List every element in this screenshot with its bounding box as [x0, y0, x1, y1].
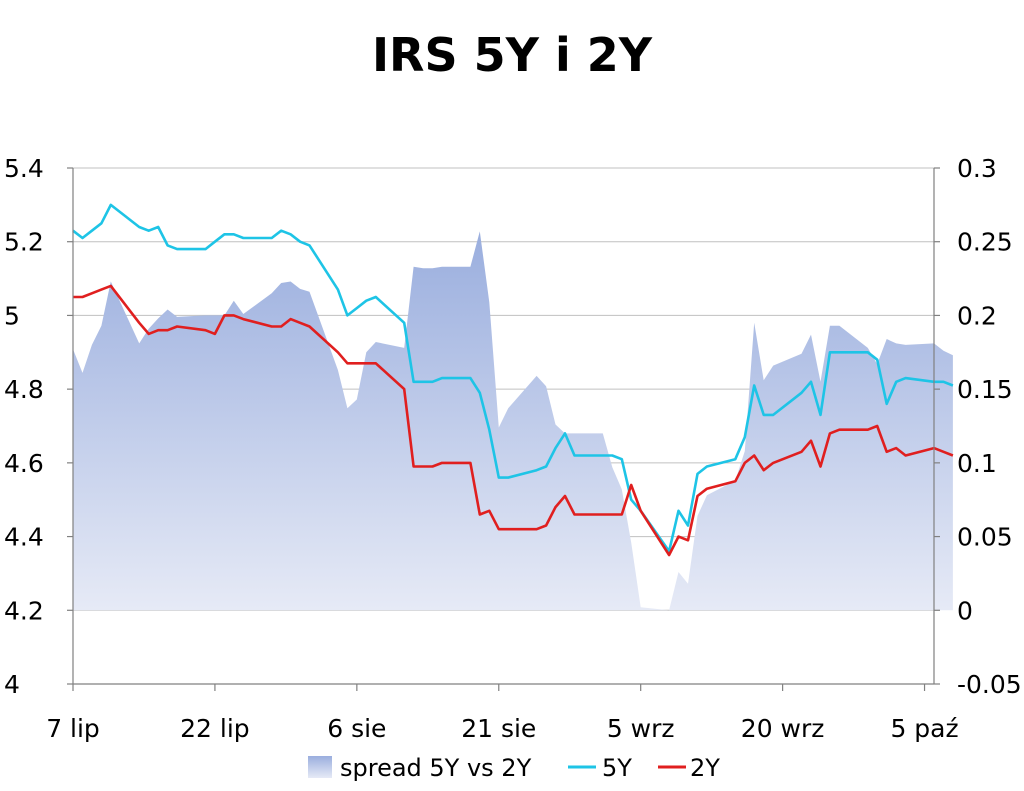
spread-area-layer [73, 231, 953, 611]
x-tick-label: 20 wrz [741, 714, 825, 743]
chart-title: IRS 5Y i 2Y [371, 28, 653, 82]
axes [67, 167, 940, 691]
y-left-tick-label: 4.8 [4, 375, 44, 404]
x-tick-label: 6 sie [327, 714, 386, 743]
x-tick-label: 7 lip [46, 714, 100, 743]
line-layer [72, 203, 954, 557]
y-right-tick-label: 0.25 [957, 228, 1013, 257]
y-right-tick-label: 0.1 [957, 449, 997, 478]
y-right-tick-label: 0.05 [957, 523, 1013, 552]
y-left-tick-label: 5.2 [4, 228, 44, 257]
y-left-tick-label: 4.6 [4, 449, 44, 478]
y-right-tick-label: -0.05 [957, 670, 1022, 699]
y-left-tick-label: 4.2 [4, 596, 44, 625]
series-line-2y [73, 284, 954, 557]
y-right-tick-label: 0 [957, 596, 973, 625]
y-left-tick-label: 5.4 [4, 154, 44, 183]
series-area-spread [73, 231, 953, 611]
x-tick-label: 5 paź [890, 714, 958, 743]
y-right-tick-label: 0.3 [957, 154, 997, 183]
y-left-tick-label: 4.4 [4, 523, 44, 552]
legend-label: 5Y [602, 754, 632, 782]
legend-label: 2Y [690, 754, 720, 782]
legend-label: spread 5Y vs 2Y [340, 754, 532, 782]
y-right-tick-label: 0.2 [957, 301, 997, 330]
x-tick-label: 21 sie [461, 714, 536, 743]
y-right-tick-label: 0.15 [957, 375, 1013, 404]
x-tick-label: 22 lip [180, 714, 250, 743]
series-line-5y [72, 203, 954, 553]
tick-labels: 4 4.2 4.4 4.6 4.8 5 5.2 5.4 -0.05 0 0.05 0.1 0.15 0.2… [4, 154, 1022, 743]
x-tick-label: 5 wrz [607, 714, 675, 743]
y-left-tick-label: 4 [4, 670, 20, 699]
legend-swatch-spread [308, 756, 332, 778]
legend: spread 5Y vs 2Y 5Y 2Y [308, 754, 720, 782]
y-left-tick-label: 5 [4, 301, 20, 330]
